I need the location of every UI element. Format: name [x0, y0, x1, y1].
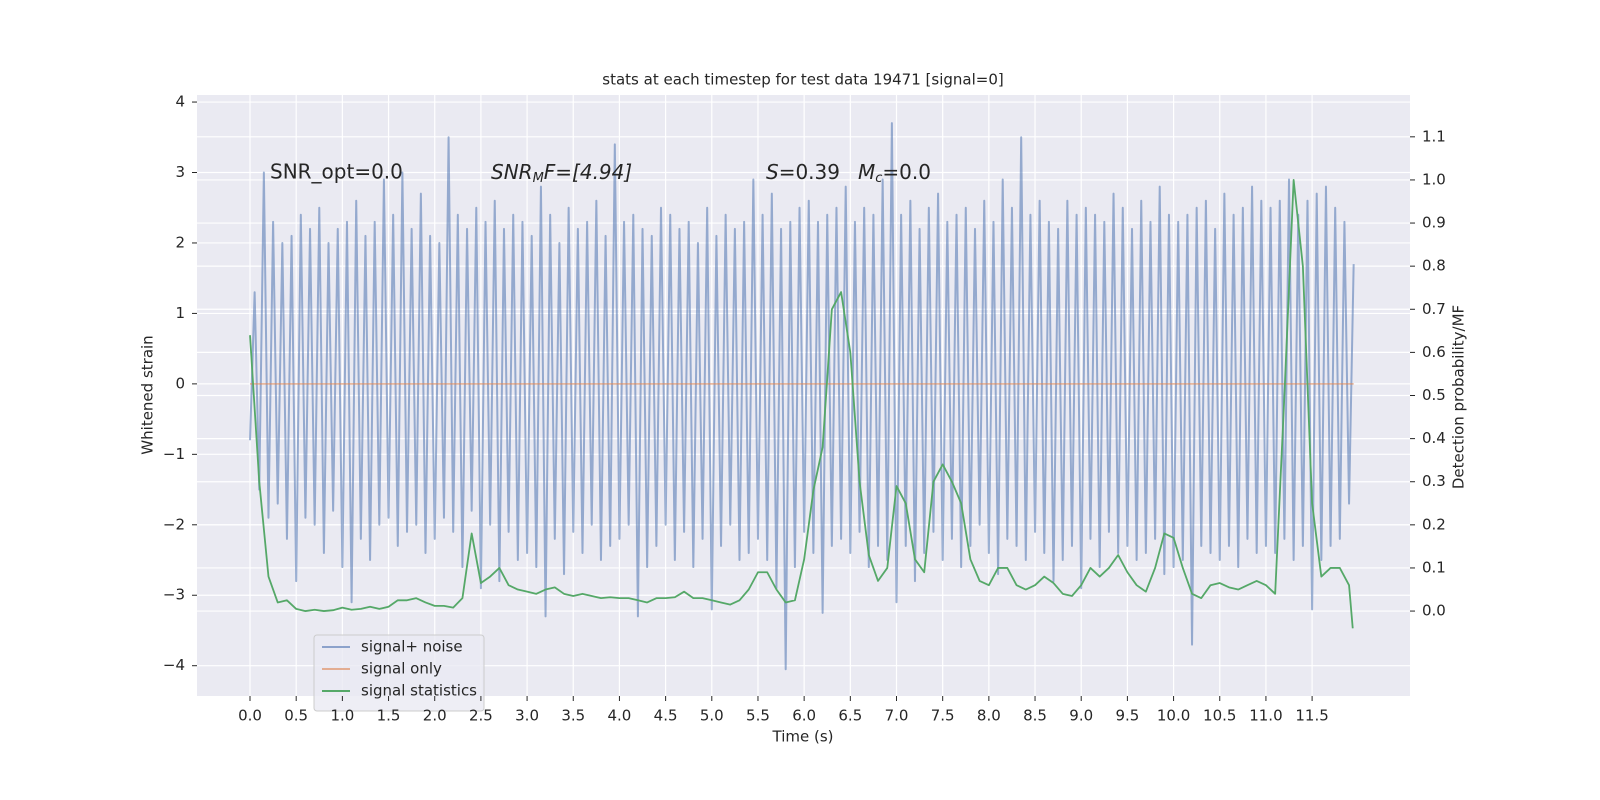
x-tick-label: 1.5 [377, 707, 401, 725]
y2-axis-label: Detection probability/MF [1450, 305, 1468, 489]
annotation: SNRMF=[4.94] [491, 160, 632, 186]
x-tick-label: 1.0 [330, 707, 354, 725]
x-tick-label: 11.0 [1249, 707, 1282, 725]
x-tick-label: 11.5 [1295, 707, 1328, 725]
x-tick-label: 4.0 [608, 707, 632, 725]
y-tick-label: 3 [175, 163, 185, 181]
x-tick-label: 9.0 [1069, 707, 1093, 725]
legend: signal+ noise signal only signal statistic… [313, 634, 485, 712]
x-tick-label: 2.5 [469, 707, 493, 725]
annotation-part: M [533, 171, 544, 186]
chart-title: stats at each timestep for test data 194… [602, 71, 1003, 89]
x-axis-label: Time (s) [772, 728, 834, 746]
annotation: Mc=0.0 [858, 160, 931, 186]
y2-tick-label: 0.6 [1422, 343, 1446, 361]
x-tick-label: 10.5 [1203, 707, 1236, 725]
y2-tick-label: 0.0 [1422, 602, 1446, 620]
annotation: SNR_opt=0.0 [270, 160, 403, 184]
marks [249, 122, 1355, 671]
y-tick-label: −4 [163, 656, 185, 674]
y2-tick-label: 0.8 [1422, 257, 1446, 275]
y2-tick-label: 0.3 [1422, 472, 1446, 490]
y-tick-label: −2 [163, 515, 185, 533]
y-tick-label: −3 [163, 586, 185, 604]
legend-label: signal+ noise [361, 638, 463, 656]
x-tick-label: 8.5 [1023, 707, 1047, 725]
y-tick-label: 4 [175, 93, 185, 111]
x-tick-label: 5.0 [700, 707, 724, 725]
y2-tick-label: 0.2 [1422, 515, 1446, 533]
x-tick-label: 5.5 [746, 707, 770, 725]
series-line [249, 122, 1355, 671]
x-tick-label: 0.0 [238, 707, 262, 725]
annotation: S=0.39 [766, 160, 840, 184]
annotation-part: S [766, 160, 779, 184]
x-tick-label: 8.0 [977, 707, 1001, 725]
x-tick-label: 10.0 [1157, 707, 1190, 725]
legend-box [313, 634, 485, 712]
y2-tick-label: 0.1 [1422, 558, 1446, 576]
x-tick-label: 6.5 [838, 707, 862, 725]
y-axis-label: Whitened strain [139, 335, 157, 454]
y2-tick-label: 1.1 [1422, 127, 1446, 145]
y2-tick-label: 0.7 [1422, 300, 1446, 318]
y-tick-label: 2 [175, 233, 185, 251]
x-tick-label: 2.0 [423, 707, 447, 725]
y-tick-label: −1 [163, 445, 185, 463]
x-tick-label: 9.5 [1115, 707, 1139, 725]
x-tick-label: 3.0 [515, 707, 539, 725]
x-tick-label: 7.5 [931, 707, 955, 725]
y2-tick-label: 0.9 [1422, 214, 1446, 232]
y-tick-label: 0 [175, 374, 185, 392]
annotation-part: M [858, 160, 875, 184]
x-tick-label: 4.5 [654, 707, 678, 725]
annotation-part: =0.0 [882, 160, 931, 184]
legend-label: signal only [361, 660, 442, 678]
x-tick-label: 7.0 [885, 707, 909, 725]
y2-tick-label: 1.0 [1422, 170, 1446, 188]
x-tick-label: 0.5 [284, 707, 308, 725]
y2-tick-label: 0.5 [1422, 386, 1446, 404]
annotation-part: c [875, 171, 882, 186]
legend-label: signal statistics [361, 682, 477, 700]
y-tick-label: 1 [175, 304, 185, 322]
series-line [249, 179, 1354, 629]
annotation-part: F=[4.94] [544, 160, 632, 184]
x-tick-label: 3.5 [561, 707, 585, 725]
annotation-part: =0.39 [779, 160, 840, 184]
x-tick-label: 6.0 [792, 707, 816, 725]
annotation-part: SNR [491, 160, 533, 184]
y2-tick-label: 0.4 [1422, 429, 1446, 447]
